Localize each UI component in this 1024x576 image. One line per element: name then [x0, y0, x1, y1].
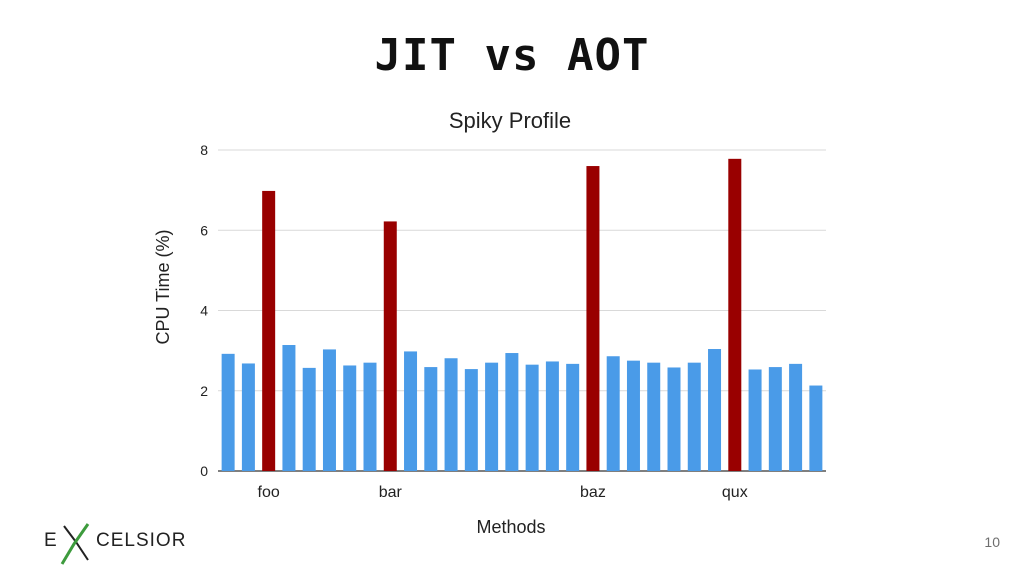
- bar: [404, 351, 418, 471]
- bar-spike: [262, 190, 276, 472]
- bar: [302, 367, 316, 471]
- bar: [667, 367, 681, 471]
- x-tick-label-baz: baz: [580, 484, 606, 501]
- logo-text: CELSIOR: [96, 530, 187, 551]
- bar: [647, 362, 661, 471]
- bars: [221, 158, 823, 472]
- y-tick-label: 8: [200, 142, 208, 158]
- excelsior-logo: E CELSIOR: [44, 512, 187, 568]
- bar: [444, 358, 458, 471]
- x-tick-label-qux: qux: [722, 484, 748, 501]
- bar: [748, 369, 762, 471]
- chart-title: Spiky Profile: [449, 108, 571, 133]
- bar: [708, 349, 722, 471]
- grid-lines: [218, 149, 826, 472]
- bar: [566, 363, 580, 471]
- bar: [525, 364, 539, 471]
- bar: [809, 385, 823, 471]
- bar: [626, 360, 640, 471]
- bar: [768, 367, 782, 471]
- bar: [485, 362, 499, 471]
- bar-spike: [728, 158, 742, 471]
- bar: [282, 345, 296, 471]
- bar: [505, 353, 519, 471]
- bar: [464, 369, 478, 471]
- bar: [221, 353, 235, 471]
- y-axis-label: CPU Time (%): [153, 229, 173, 344]
- x-tick-labels: foo bar baz qux: [258, 484, 748, 501]
- bar-spike: [383, 221, 397, 471]
- y-tick-label: 0: [200, 463, 208, 479]
- bar: [241, 363, 255, 471]
- bar-spike: [586, 166, 600, 472]
- page-number: 10: [984, 534, 1000, 550]
- x-tick-label-foo: foo: [258, 484, 280, 501]
- bar: [545, 361, 559, 471]
- bar: [789, 363, 803, 471]
- bar: [363, 362, 377, 471]
- bar: [343, 365, 357, 471]
- x-axis-label: Methods: [476, 517, 545, 537]
- y-tick-label: 6: [200, 222, 208, 238]
- bar: [424, 367, 438, 471]
- y-tick-label: 2: [200, 383, 208, 399]
- slide-title: JIT vs AOT: [374, 30, 650, 81]
- bar: [687, 362, 701, 471]
- x-tick-label-bar: bar: [379, 484, 403, 501]
- y-tick-labels: 0 2 4 6 8: [200, 142, 208, 479]
- bar: [606, 356, 620, 471]
- logo-letter-e: E: [44, 530, 58, 551]
- y-tick-label: 4: [200, 303, 208, 319]
- bar: [322, 349, 336, 471]
